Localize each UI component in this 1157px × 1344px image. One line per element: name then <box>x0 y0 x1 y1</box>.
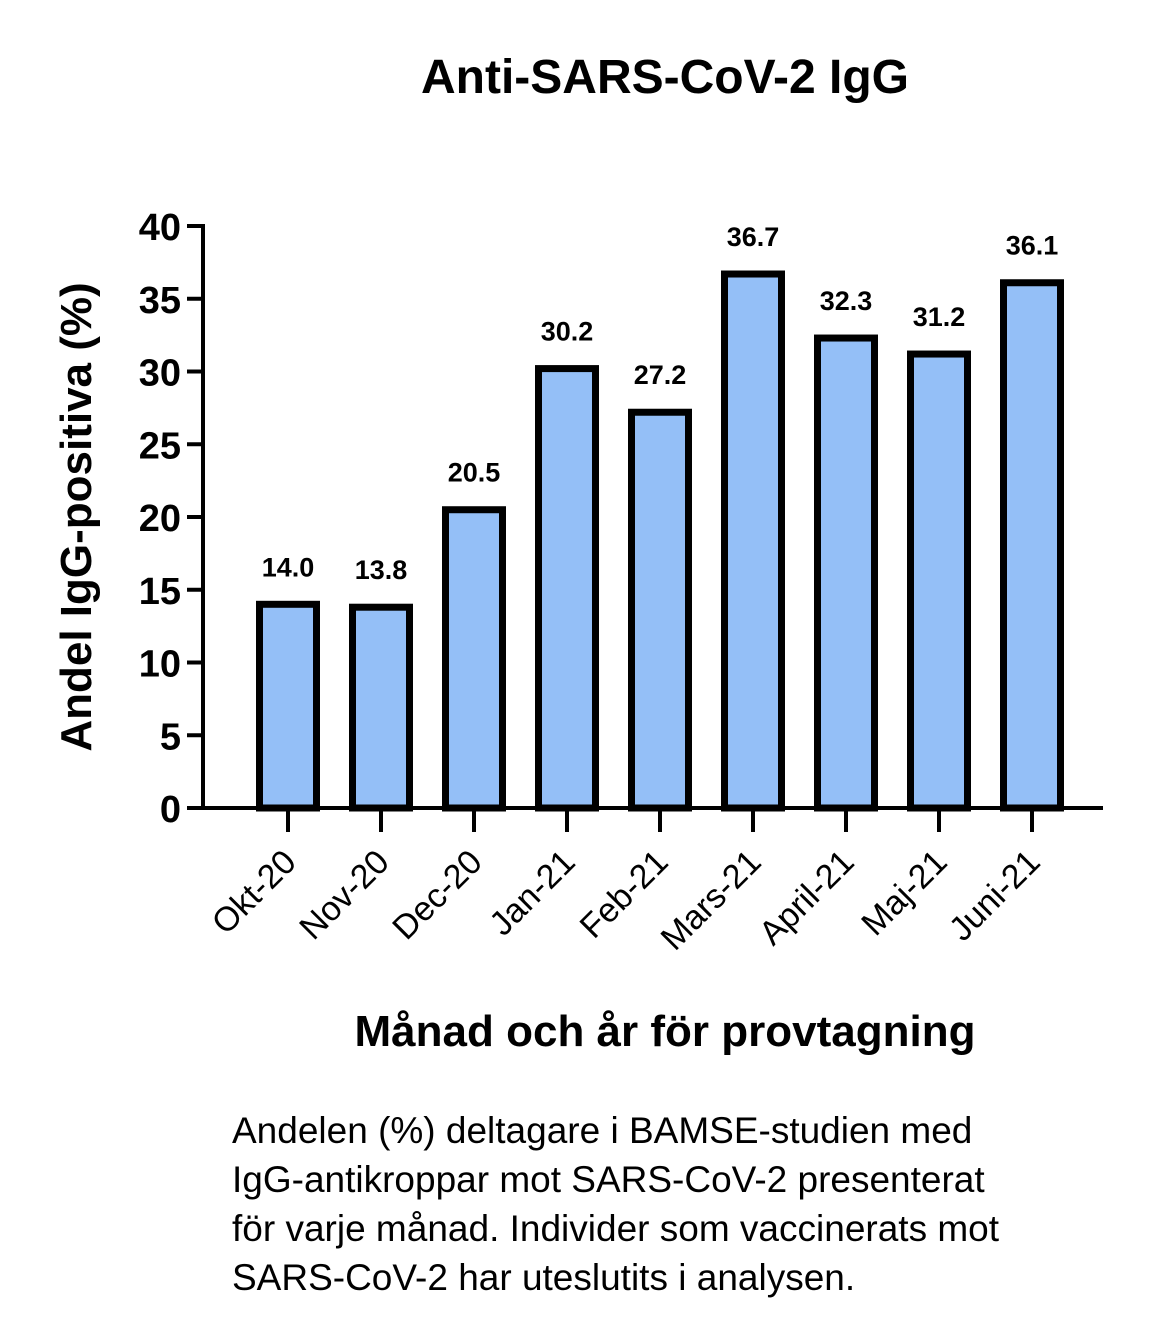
caption-line: IgG-antikroppar mot SARS-CoV-2 presenter… <box>232 1159 985 1200</box>
bar-value-label: 27.2 <box>634 360 687 390</box>
x-tick-label: Maj-21 <box>854 843 954 943</box>
bar-value-label: 14.0 <box>262 552 315 582</box>
bar-value-label: 13.8 <box>355 555 408 585</box>
caption-line: för varje månad. Individer som vaccinera… <box>232 1208 1000 1249</box>
bar <box>721 270 785 812</box>
y-tick-label: 30 <box>139 353 181 395</box>
bars-layer <box>256 270 1064 812</box>
bar-value-label: 31.2 <box>913 302 966 332</box>
y-tick-label: 0 <box>160 789 181 831</box>
y-tick-label: 25 <box>139 425 181 467</box>
bar <box>907 350 971 812</box>
bar-value-label: 20.5 <box>448 458 501 488</box>
y-tick-label: 35 <box>139 280 181 322</box>
axes-layer <box>187 224 1103 832</box>
bar <box>1000 279 1064 812</box>
x-tick-label: Nov-20 <box>292 843 396 947</box>
bar-value-label: 36.7 <box>727 222 780 252</box>
bar-value-label: 36.1 <box>1006 231 1059 261</box>
y-tick-label: 40 <box>139 207 181 249</box>
x-axis-title: Månad och år för provtagning <box>355 1007 976 1056</box>
x-tick-label: Dec-20 <box>385 843 489 947</box>
x-tick-label: Mars-21 <box>654 843 769 958</box>
x-tick-label: Okt-20 <box>205 843 304 942</box>
y-axis-title: Andel IgG-positiva (%) <box>52 282 101 751</box>
caption-line: SARS-CoV-2 har uteslutits i analysen. <box>232 1257 856 1298</box>
y-tick-label: 5 <box>160 716 181 758</box>
x-tick-label: Jan-21 <box>482 843 582 943</box>
bar <box>256 600 320 812</box>
caption-line: Andelen (%) deltagare i BAMSE-studien me… <box>232 1110 973 1151</box>
x-tick-label: April-21 <box>752 843 862 953</box>
bar <box>442 506 506 812</box>
bar-value-label: 30.2 <box>541 317 594 347</box>
y-tick-label: 15 <box>139 571 181 613</box>
y-tick-label: 20 <box>139 498 181 540</box>
x-tick-label: Juni-21 <box>942 843 1048 949</box>
bar-value-label: 32.3 <box>820 286 873 316</box>
chart-title: Anti-SARS-CoV-2 IgG <box>421 51 909 104</box>
bar <box>535 365 599 812</box>
bar <box>814 334 878 812</box>
bar <box>628 408 692 812</box>
bar <box>349 603 413 812</box>
y-tick-label: 10 <box>139 644 181 686</box>
chart-caption: Andelen (%) deltagare i BAMSE-studien me… <box>232 1106 1132 1302</box>
